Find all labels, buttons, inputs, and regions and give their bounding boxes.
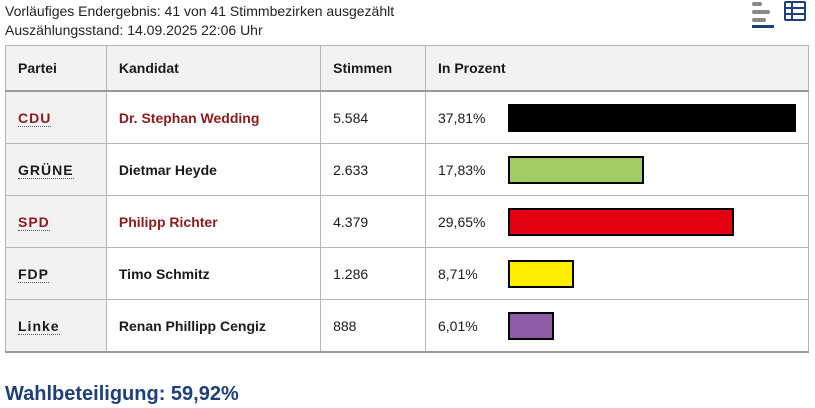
party-abbr[interactable]: SPD xyxy=(18,213,50,231)
table-row: FDP Timo Schmitz 1.286 8,71% xyxy=(5,247,810,300)
percent-cell: 6,01% xyxy=(424,299,810,353)
header-votes: Stimmen xyxy=(320,45,426,92)
table-row: Linke Renan Phillipp Cengiz 888 6,01% xyxy=(5,299,810,353)
table-row: GRÜNE Dietmar Heyde 2.633 17,83% xyxy=(5,143,810,196)
percent-cell: 37,81% xyxy=(424,90,810,144)
votes-cell: 2.633 xyxy=(320,143,426,196)
percent-value: 37,81% xyxy=(437,109,486,126)
share-bar-track xyxy=(507,259,796,288)
party-abbr[interactable]: FDP xyxy=(18,265,49,283)
party-abbr[interactable]: Linke xyxy=(18,317,60,335)
share-bar-track xyxy=(507,103,796,132)
candidate-cell: Timo Schmitz xyxy=(105,247,322,300)
table-row: CDU Dr. Stephan Wedding 5.584 37,81% xyxy=(5,90,810,144)
header-candidate: Kandidat xyxy=(105,45,322,92)
party-cell: SPD xyxy=(5,195,107,248)
header-party: Partei xyxy=(5,45,107,92)
votes-cell: 1.286 xyxy=(320,247,426,300)
percent-value: 8,71% xyxy=(437,265,478,282)
party-cell: FDP xyxy=(5,247,107,300)
votes-cell: 5.584 xyxy=(320,90,426,144)
voter-turnout: Wahlbeteiligung: 59,92% xyxy=(5,383,239,405)
count-progress-text: Vorläufiges Endergebnis: 41 von 41 Stimm… xyxy=(5,3,395,19)
candidate-cell: Renan Phillipp Cengiz xyxy=(105,299,322,353)
share-bar-track xyxy=(507,207,796,236)
share-bar xyxy=(507,155,644,184)
share-bar-track xyxy=(507,311,796,340)
percent-value: 29,65% xyxy=(437,213,486,230)
share-bar-track xyxy=(507,155,796,184)
percent-cell: 29,65% xyxy=(424,195,810,248)
bar-chart-icon[interactable] xyxy=(749,0,775,28)
count-timestamp: Auszählungsstand: 14.09.2025 22:06 Uhr xyxy=(5,22,263,38)
count-status: Vorläufiges Endergebnis: 41 von 41 Stimm… xyxy=(5,2,394,40)
share-bar xyxy=(507,207,734,236)
results-table: Partei Kandidat Stimmen In Prozent CDU D… xyxy=(5,45,810,353)
votes-cell: 888 xyxy=(320,299,426,353)
percent-value: 17,83% xyxy=(437,161,486,178)
share-bar xyxy=(507,103,796,132)
votes-cell: 4.379 xyxy=(320,195,426,248)
party-abbr[interactable]: CDU xyxy=(18,109,52,127)
candidate-cell: Philipp Richter xyxy=(105,195,322,248)
table-icon[interactable] xyxy=(784,1,806,21)
share-bar xyxy=(507,259,575,288)
party-cell: CDU xyxy=(5,90,107,144)
percent-value: 6,01% xyxy=(437,317,478,334)
share-bar xyxy=(507,311,554,340)
table-header-row: Partei Kandidat Stimmen In Prozent xyxy=(5,45,810,92)
percent-cell: 17,83% xyxy=(424,143,810,196)
party-cell: Linke xyxy=(5,299,107,353)
party-cell: GRÜNE xyxy=(5,143,107,196)
table-row: SPD Philipp Richter 4.379 29,65% xyxy=(5,195,810,248)
party-abbr[interactable]: GRÜNE xyxy=(18,161,74,179)
header-percent: In Prozent xyxy=(424,45,810,92)
candidate-cell: Dr. Stephan Wedding xyxy=(105,90,322,144)
view-toggle xyxy=(749,0,806,28)
percent-cell: 8,71% xyxy=(424,247,810,300)
candidate-cell: Dietmar Heyde xyxy=(105,143,322,196)
